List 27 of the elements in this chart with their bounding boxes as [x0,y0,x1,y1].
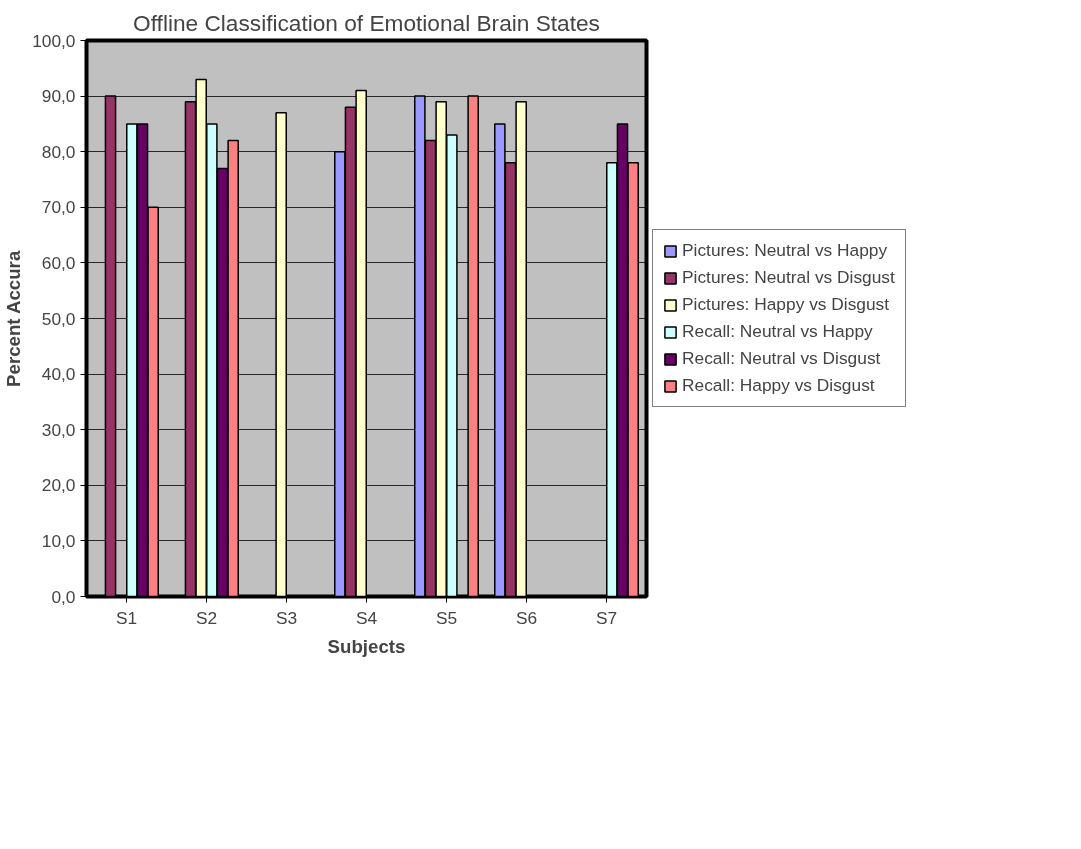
legend-label: Pictures: Neutral vs Happy [682,240,888,261]
x-axis-title: Subjects [327,635,406,657]
x-tick-label: S5 [435,607,458,628]
y-tick-label: 40,0 [41,364,76,385]
y-tick-label: 80,0 [41,141,76,162]
x-tick-label: S1 [115,607,138,628]
y-axis-title: Percent Accura [3,250,25,387]
legend-label: Recall: Neutral vs Happy [682,321,873,342]
legend-label: Pictures: Happy vs Disgust [682,294,890,315]
legend-label: Pictures: Neutral vs Disgust [682,267,895,288]
y-tick-label: 100,0 [32,30,76,51]
legend-label: Recall: Happy vs Disgust [682,375,875,396]
x-tick-label: S7 [595,607,618,628]
y-tick-label: 60,0 [41,252,76,273]
y-tick-label: 10,0 [41,530,76,551]
x-tick-label: S6 [515,607,538,628]
legend-label: Recall: Neutral vs Disgust [682,348,881,369]
y-tick-label: 20,0 [41,475,76,496]
x-tick-label: S2 [195,607,218,628]
y-tick-label: 0,0 [51,586,76,607]
y-tick-label: 50,0 [41,308,76,329]
y-tick-label: 30,0 [41,419,76,440]
x-tick-label: S4 [355,607,378,628]
y-tick-label: 70,0 [41,197,76,218]
chart-title: Offline Classification of Emotional Brain States [133,9,600,36]
y-tick-label: 90,0 [41,86,76,107]
x-tick-label: S3 [275,607,298,628]
